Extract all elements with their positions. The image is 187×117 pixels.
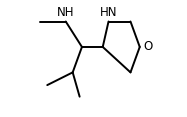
Text: HN: HN	[100, 6, 117, 19]
Text: NH: NH	[57, 6, 74, 19]
Text: O: O	[143, 40, 152, 53]
